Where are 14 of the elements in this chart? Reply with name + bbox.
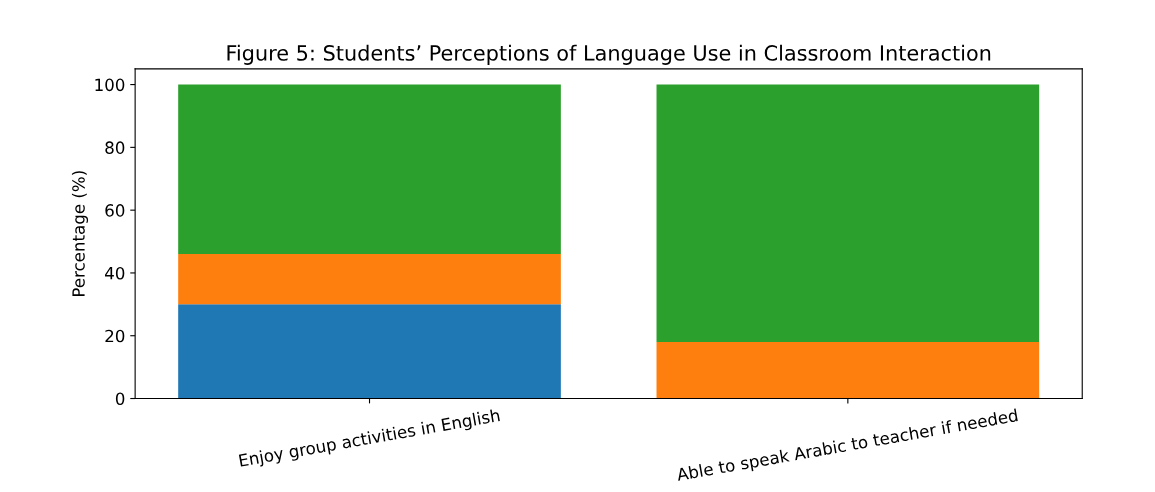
bar	[178, 84, 561, 255]
y-tick-label: 100	[95, 78, 125, 92]
bar	[656, 342, 1040, 399]
bar	[178, 254, 561, 305]
y-tick-label: 0	[115, 392, 125, 406]
y-tick-label: 20	[105, 329, 125, 343]
y-tick-label: 80	[105, 141, 125, 154]
bar	[178, 304, 561, 399]
y-tick-label: 60	[105, 204, 125, 217]
chart-title: Figure 5: Students’ Perceptions of Language Use in Classroom Interaction	[227, 44, 991, 65]
x-tick-label: Enjoy group activities in English	[238, 408, 501, 471]
x-tick-label: Able to speak Arabic to teacher if needed	[675, 408, 1019, 485]
y-axis-title: Percentage (%)	[71, 171, 89, 296]
y-tick-label: 40	[105, 266, 125, 280]
